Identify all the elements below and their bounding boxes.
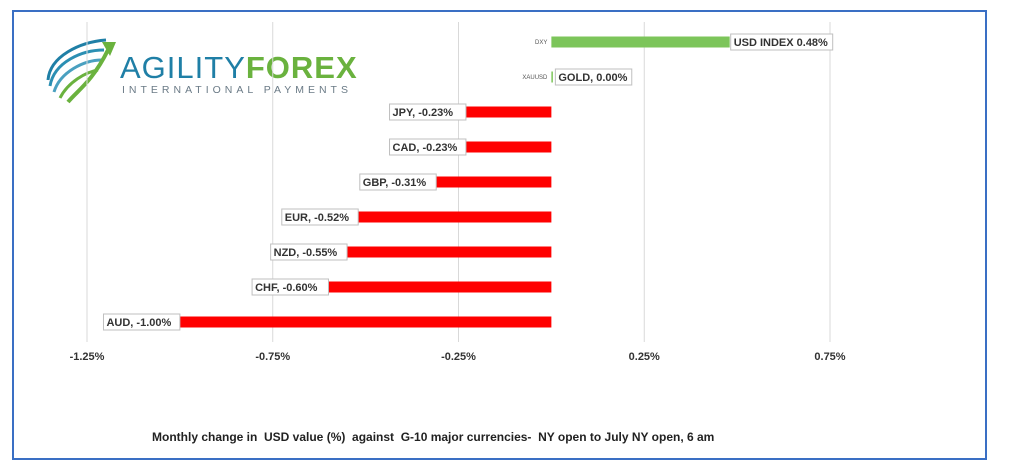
data-label-nzd: NZD, -0.55% <box>274 247 338 259</box>
bar-cad <box>465 141 552 153</box>
data-label-xauusd: GOLD, 0.00% <box>558 72 627 84</box>
data-labels: DXY USD INDEX 0.48% XAUUSD GOLD, 0.00% JPY, … <box>102 33 834 331</box>
data-label-cad: CAD, -0.23% <box>393 142 458 154</box>
data-label-box <box>281 208 359 226</box>
data-label-box <box>251 278 329 296</box>
bar-xauusd <box>551 71 553 83</box>
data-label-box <box>730 33 834 51</box>
data-label-box <box>270 243 348 261</box>
x-tick-label: 0.75% <box>814 351 845 363</box>
x-tick-label: -1.25% <box>70 351 105 363</box>
data-label-gbp: GBP, -0.31% <box>363 177 427 189</box>
x-tick-label: -0.75% <box>255 351 290 363</box>
data-label-jpy: JPY, -0.23% <box>393 107 454 119</box>
bars <box>179 36 730 328</box>
data-label-chf: CHF, -0.60% <box>255 282 318 294</box>
swirl-logo-icon <box>46 38 116 104</box>
category-label: DXY <box>535 40 547 46</box>
bar-chf <box>328 281 552 293</box>
bar-aud <box>179 316 552 328</box>
data-label-box <box>102 313 181 331</box>
agility-forex-logo <box>40 28 320 108</box>
data-label-box <box>389 103 467 121</box>
data-label-box <box>359 173 437 191</box>
bar-eur <box>358 211 552 223</box>
chart-caption: Monthly change in USD value (%) against … <box>152 430 715 444</box>
bar-dxy <box>551 36 730 48</box>
data-label-box <box>554 68 633 86</box>
x-axis-ticks: -1.25% -0.75% -0.25% 0.25% 0.75% <box>70 351 846 363</box>
bar-nzd <box>347 246 552 258</box>
brand-name-part2: FOREX <box>245 50 358 85</box>
brand-name-part1: AGILITY <box>120 50 246 85</box>
x-tick-label: 0.25% <box>629 351 660 363</box>
bar-jpy <box>465 106 552 118</box>
data-label-box <box>389 138 467 156</box>
brand-name: AGILITYFOREX <box>120 50 358 86</box>
data-label-dxy: USD INDEX 0.48% <box>734 37 828 49</box>
chart-frame <box>12 10 987 460</box>
data-label-eur: EUR, -0.52% <box>285 212 349 224</box>
data-label-aud: AUD, -1.00% <box>106 317 171 329</box>
brand-tagline: INTERNATIONAL PAYMENTS <box>122 84 352 96</box>
category-label: XAUUSD <box>522 75 548 81</box>
bar-gbp <box>436 176 552 188</box>
x-tick-label: -0.25% <box>441 351 476 363</box>
